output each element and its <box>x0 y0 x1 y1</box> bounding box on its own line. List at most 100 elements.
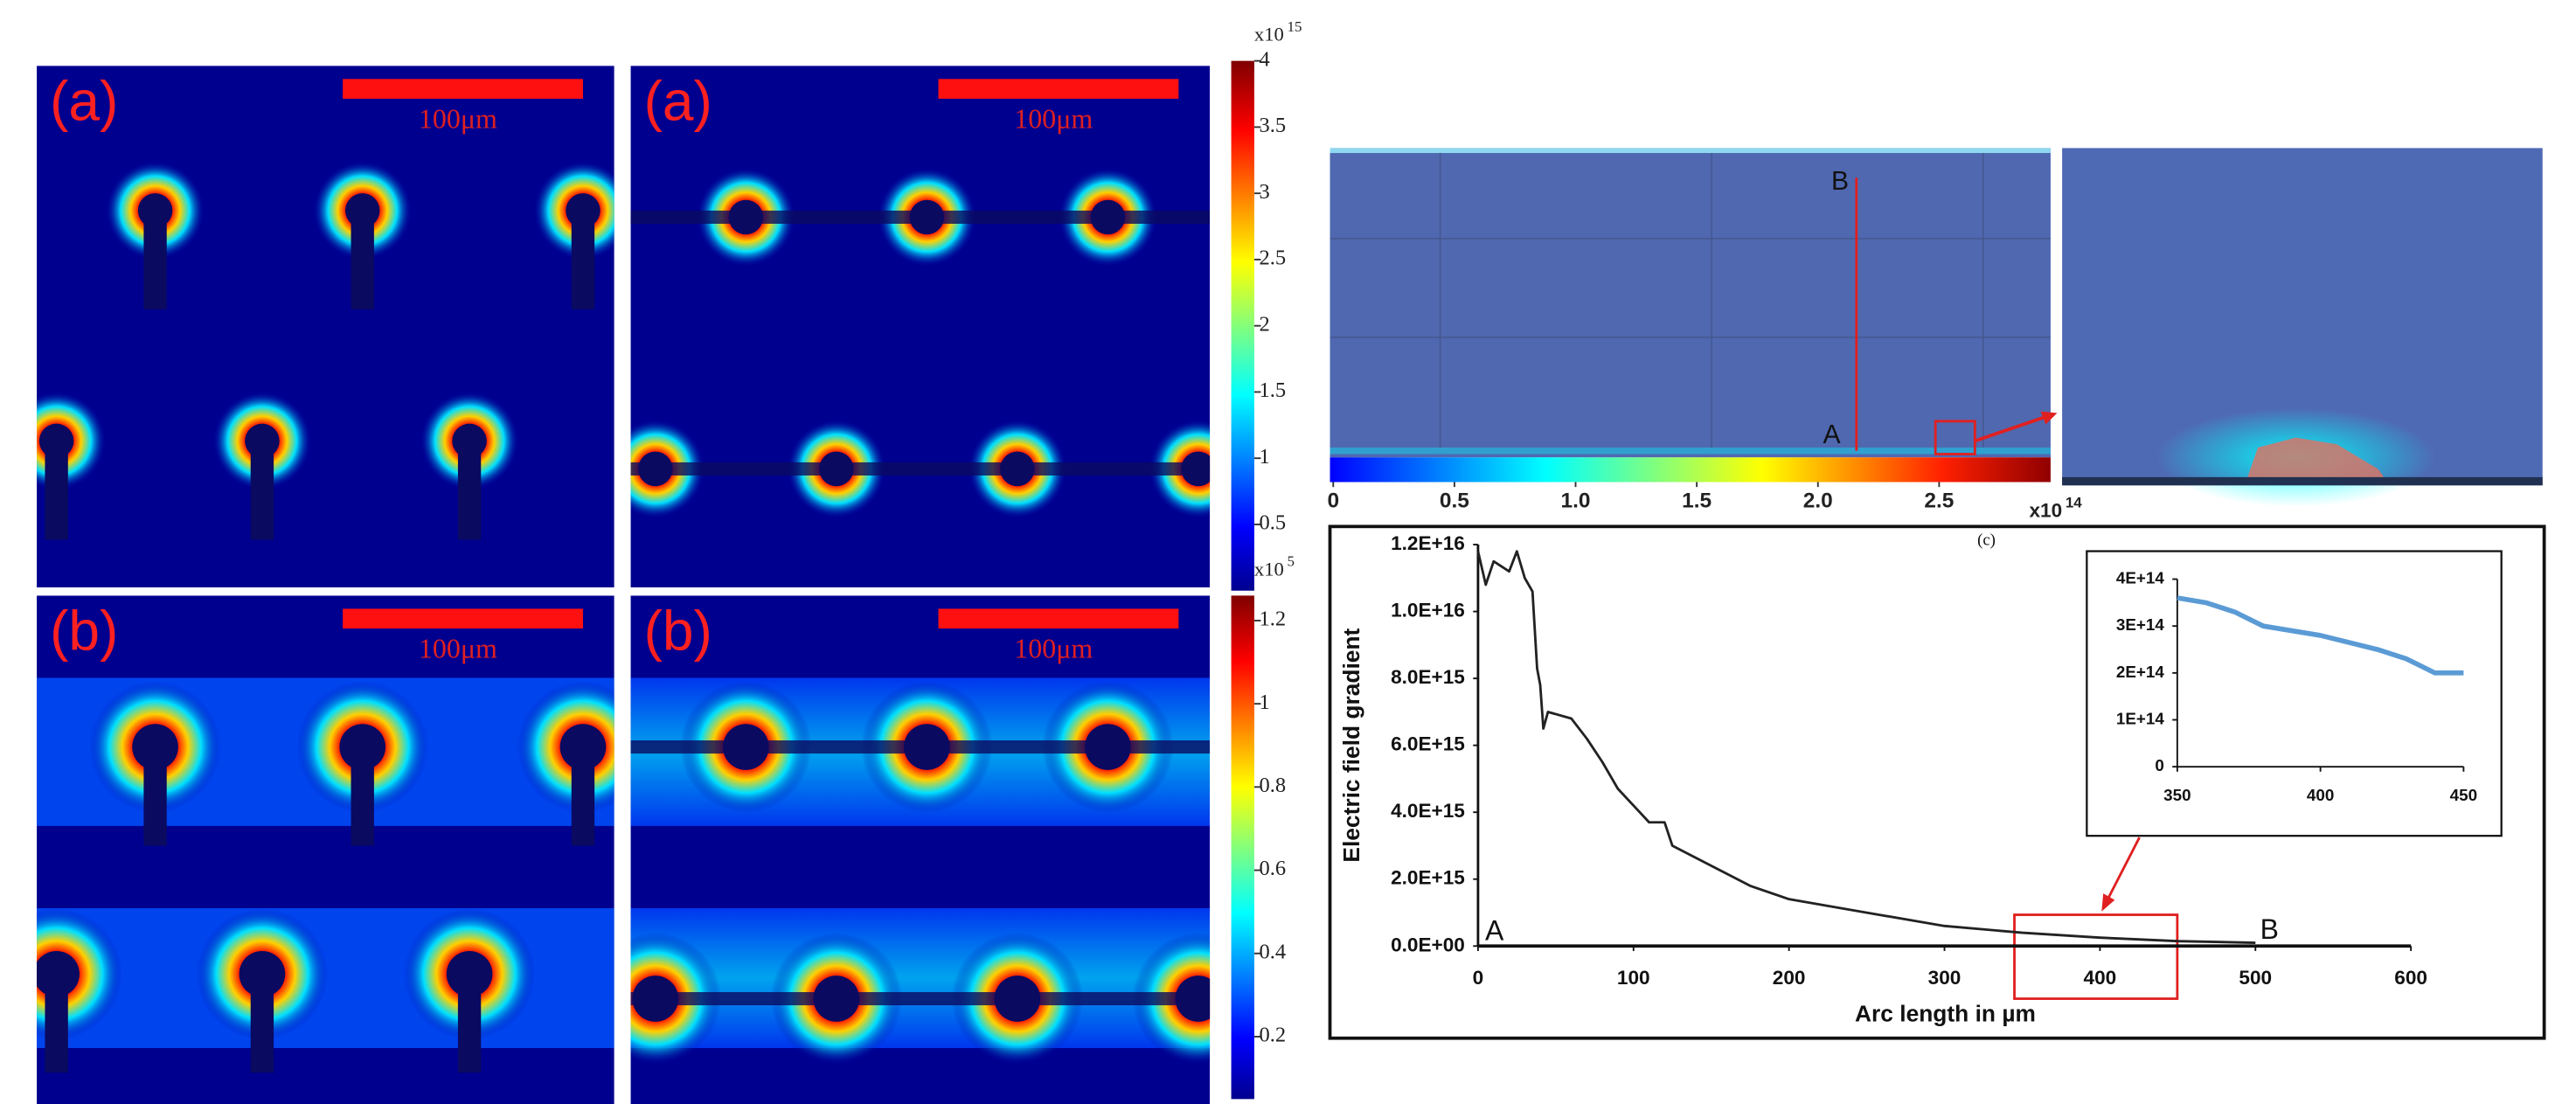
colorbar <box>1231 595 1254 1100</box>
inset-arrow-head <box>2101 893 2115 912</box>
data-line <box>1476 550 2256 944</box>
colorbar-tick-label: 2.5 <box>1260 246 1287 270</box>
colorbar-exponent: 14 <box>2066 494 2082 510</box>
heatmap-content <box>37 595 614 1104</box>
colorbar-tick-label: 3.5 <box>1260 114 1287 137</box>
electrode-stem <box>457 974 482 1073</box>
colorbar-tick-label: 1 <box>1260 691 1270 714</box>
colorbar-exponent: 5 <box>1288 553 1295 570</box>
inset-frame <box>2086 550 2503 837</box>
point-a: A <box>1823 420 1842 449</box>
line-chart: 0 100 200 300 400 500 600 0.0E+00 2.0E+15 4.0E+15… <box>1328 524 2546 1040</box>
scale-bar <box>938 79 1179 99</box>
chart-label: (c) <box>1977 531 1996 550</box>
colorbar-tick-label: 0.4 <box>1260 940 1287 963</box>
electrode-stem <box>457 441 482 540</box>
x-tick-label: 450 <box>2450 786 2477 804</box>
colorbar-tick-label: 0 <box>1327 490 1339 513</box>
panel-label: (b) <box>50 599 118 662</box>
y-tick-label: 0 <box>2155 756 2163 774</box>
heatmaps: 100μm (a) 100μm (a) 100μm (b) 100μm (b) <box>37 66 1211 1104</box>
y-tick-label: 2E+14 <box>2116 663 2164 681</box>
zoom-floor <box>2062 476 2543 486</box>
colorbar-tick-label: 4 <box>1260 47 1270 71</box>
x-tick-label: 600 <box>2394 967 2427 989</box>
simulation: B A <box>1330 148 2543 507</box>
electrode-stem <box>45 441 68 540</box>
colorbar-tick-label: 0.8 <box>1260 774 1287 797</box>
inset-arrow <box>2107 837 2141 899</box>
heatmap-panel: 100μm (a) <box>630 66 1211 587</box>
colorbar-tick-label: 3 <box>1260 180 1270 204</box>
electrode-stem <box>250 441 274 540</box>
sim-grid <box>1330 153 2051 453</box>
scale-bar-label: 100μm <box>419 103 497 135</box>
point-b: B <box>1831 167 1849 196</box>
panel-label: (a) <box>644 69 712 132</box>
colorbar-tick-label: 1.2 <box>1260 608 1287 631</box>
x-tick-label: 0 <box>1473 967 1484 989</box>
data-line <box>2177 595 2464 676</box>
scale-bar-label: 100μm <box>1014 633 1093 664</box>
scale-bar <box>938 608 1179 629</box>
colorbar-tick-label: 0.5 <box>1260 511 1287 535</box>
panel-label: (b) <box>644 599 712 662</box>
channel <box>630 462 1211 476</box>
y-tick-label: 1E+14 <box>2116 709 2164 727</box>
heatmap-bg <box>630 66 1211 587</box>
heatmap-bg <box>37 66 614 587</box>
scale-bar <box>343 608 583 629</box>
electrode-stem <box>143 746 167 846</box>
zoom-arrow-head <box>2040 411 2058 425</box>
y-tick-label: 1.0E+16 <box>1391 600 1465 621</box>
x-tick-label: 200 <box>1773 967 1806 989</box>
colorbar-tick-label: 1.5 <box>1260 378 1287 402</box>
zoom-arrow <box>1974 414 2048 443</box>
colorbar <box>1231 60 1254 591</box>
scale-bar <box>343 79 583 99</box>
heatmap-panel: 100μm (b) <box>630 595 1211 1104</box>
h-colorbar <box>1330 457 2051 483</box>
x-tick-label: 100 <box>1617 967 1650 989</box>
heatmap-panel: 100μm (a) <box>37 66 614 587</box>
colorbar-exponent: 15 <box>1288 18 1302 35</box>
channel <box>630 210 1211 224</box>
channel <box>630 740 1211 754</box>
electrode-stem <box>143 210 167 309</box>
heatmap-content <box>630 595 1211 1104</box>
zoom-box <box>1934 420 1976 455</box>
y-tick-label: 4E+14 <box>2116 569 2164 587</box>
colorbar-tick-label: 0.6 <box>1260 857 1287 880</box>
inset-region-box <box>2013 913 2179 1000</box>
x-tick-label: 300 <box>1928 967 1962 989</box>
electrode-stem <box>351 746 374 846</box>
colorbar-tick-label: 1.0 <box>1561 490 1591 513</box>
y-tick-label: 0.0E+00 <box>1391 934 1465 955</box>
x-tick-label: 500 <box>2239 967 2272 989</box>
colorbar-tick-label: 2.0 <box>1803 490 1833 513</box>
field-band <box>630 908 1211 1049</box>
colorbar-multiplier: x10 <box>1254 24 1284 45</box>
zoom-particle <box>2246 437 2386 481</box>
x-tick-label: 350 <box>2163 786 2191 804</box>
y-tick-label: 8.0E+15 <box>1391 666 1465 688</box>
electrode-stem <box>250 974 274 1073</box>
heatmap-content <box>37 66 614 587</box>
heatmap-content <box>630 66 1211 587</box>
colorbar-tick-label: 2.5 <box>1924 490 1954 513</box>
x-axis-label: Arc length in µm <box>1855 1000 2036 1026</box>
electrode-stem <box>571 210 595 309</box>
heatmap-panel: 100μm (b) <box>37 595 614 1104</box>
channel <box>630 992 1211 1006</box>
end-label: B <box>2260 913 2279 945</box>
colorbar-tick-label: 2 <box>1260 312 1270 336</box>
colorbar-tick-label: 0.2 <box>1260 1024 1287 1047</box>
colorbar-tick-label: 0.5 <box>1440 490 1469 513</box>
start-label: A <box>1485 915 1504 947</box>
colorbar-multiplier: x10 <box>1254 558 1284 580</box>
sim-top-edge <box>1330 148 2051 154</box>
sim-electrode-row <box>1330 447 2051 455</box>
